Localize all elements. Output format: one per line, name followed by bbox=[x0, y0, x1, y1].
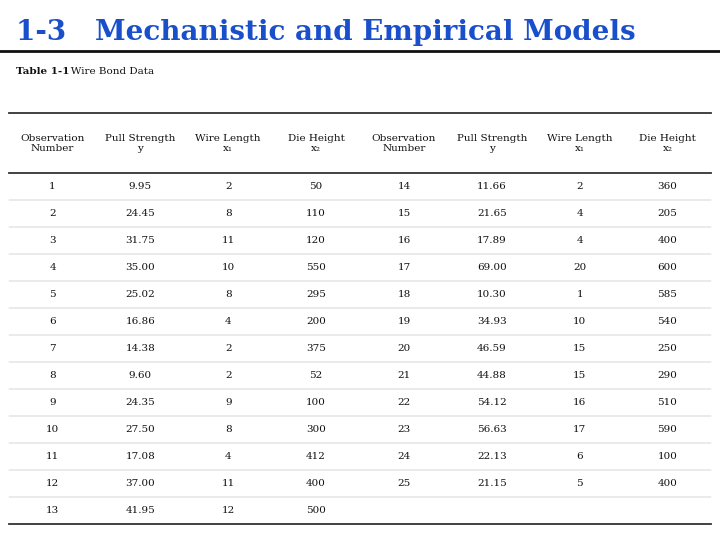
Text: 1-3   Mechanistic and Empirical Models: 1-3 Mechanistic and Empirical Models bbox=[16, 19, 636, 46]
Text: Wire Bond Data: Wire Bond Data bbox=[61, 68, 154, 77]
Text: Table 1-1: Table 1-1 bbox=[16, 68, 69, 77]
